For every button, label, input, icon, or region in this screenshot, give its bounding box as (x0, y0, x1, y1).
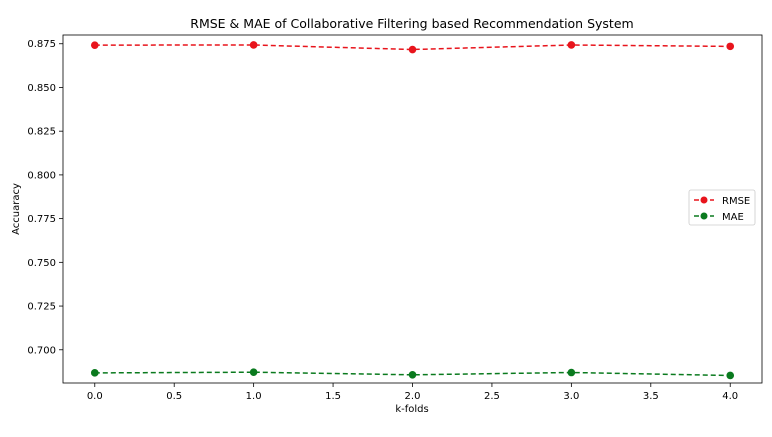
x-axis: 0.0 0.5 1.0 1.5 2.0 2.5 3.0 3.5 4.0 (87, 383, 738, 402)
x-tick-label: 3.0 (563, 391, 579, 402)
x-tick-label: 4.0 (722, 391, 738, 402)
series-layer (90, 41, 735, 380)
data-point-mae (408, 370, 417, 379)
x-tick-label: 0.0 (87, 391, 103, 402)
x-tick-label: 1.5 (325, 391, 341, 402)
legend-label-mae: MAE (722, 212, 744, 223)
plot-frame (62, 34, 763, 384)
series-line-mae (94, 371, 731, 377)
y-tick-label: 0.725 (27, 302, 56, 313)
x-tick-label: 0.5 (166, 391, 182, 402)
data-point-mae (567, 368, 576, 377)
legend: RMSE MAE (688, 189, 756, 226)
y-tick-label: 0.875 (27, 39, 56, 50)
data-point-rmse (726, 42, 735, 51)
data-point-mae (90, 369, 99, 377)
y-tick-label: 0.825 (27, 127, 56, 138)
y-tick-label: 0.775 (27, 214, 56, 225)
data-point-mae (726, 371, 735, 380)
data-point-rmse (249, 41, 258, 49)
legend-marker-mae (700, 212, 708, 220)
x-tick-label: 1.0 (246, 391, 262, 402)
chart-title: RMSE & MAE of Collaborative Filtering ba… (190, 16, 633, 31)
x-axis-title: k-folds (395, 404, 428, 415)
x-tick-label: 2.5 (484, 391, 500, 402)
y-tick-label: 0.700 (27, 345, 56, 356)
y-tick-label: 0.800 (27, 170, 56, 181)
data-point-rmse (90, 41, 99, 49)
data-point-mae (249, 368, 258, 376)
data-point-rmse (408, 45, 417, 54)
legend-label-rmse: RMSE (722, 196, 750, 207)
data-point-rmse (567, 41, 576, 49)
series-line-rmse (94, 44, 731, 51)
y-tick-label: 0.750 (27, 258, 56, 269)
x-tick-label: 2.0 (405, 391, 421, 402)
x-tick-label: 3.5 (643, 391, 659, 402)
y-axis: 0.700 0.725 0.750 0.775 0.800 0.825 0.850 0.875 (27, 39, 63, 356)
legend-marker-rmse (700, 196, 708, 204)
y-tick-label: 0.850 (27, 83, 56, 94)
y-axis-title: Accuaracy (11, 183, 22, 235)
